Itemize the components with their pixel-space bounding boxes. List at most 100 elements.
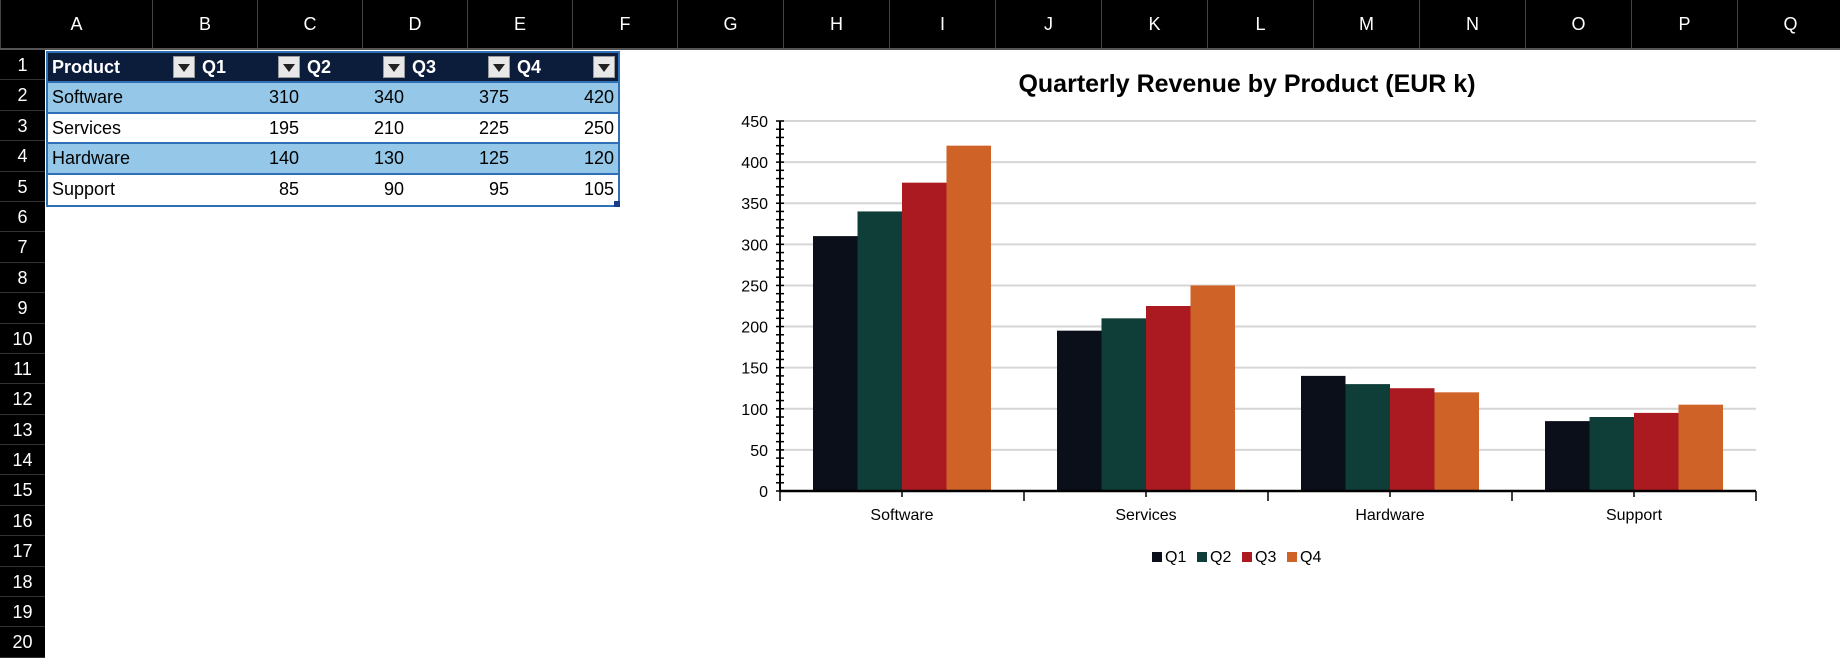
y-tick-label: 350 — [741, 196, 768, 213]
table-cell[interactable]: 340 — [303, 83, 408, 112]
column-header-P[interactable]: P — [1632, 0, 1738, 48]
column-header-E[interactable]: E — [468, 0, 573, 48]
column-header-O[interactable]: O — [1526, 0, 1632, 48]
header-cell[interactable]: Q2 — [303, 53, 408, 82]
row-header-12[interactable]: 12 — [0, 384, 45, 415]
legend-label[interactable]: Q2 — [1210, 549, 1231, 566]
table-cell[interactable]: 225 — [408, 114, 513, 142]
table-cell[interactable]: 130 — [303, 144, 408, 173]
row-header-5[interactable]: 5 — [0, 172, 45, 202]
column-header-A[interactable]: A — [1, 0, 153, 48]
fill-handle[interactable] — [614, 200, 620, 207]
cell-text: 140 — [268, 148, 299, 169]
table-cell[interactable]: 95 — [408, 175, 513, 205]
row-headers: 1 2 3 4 5 6 7 8 9 10 11 12 13 14 15 16 17 18 19 20 — [0, 50, 45, 658]
header-cell[interactable]: Q1 — [198, 53, 303, 82]
header-cell[interactable]: Product — [48, 53, 198, 82]
table-cell[interactable]: 90 — [303, 175, 408, 205]
row-header-13[interactable]: 13 — [0, 415, 45, 446]
row-header-14[interactable]: 14 — [0, 445, 45, 476]
table-cell[interactable]: Hardware — [48, 144, 198, 173]
legend-label[interactable]: Q1 — [1165, 549, 1186, 566]
bar-hardware-q2[interactable] — [1345, 384, 1391, 491]
column-header-N[interactable]: N — [1420, 0, 1526, 48]
filter-dropdown-icon[interactable] — [488, 56, 510, 78]
filter-dropdown-icon[interactable] — [278, 56, 300, 78]
table-cell[interactable]: 195 — [198, 114, 303, 142]
table-cell[interactable]: Services — [48, 114, 198, 142]
table-cell[interactable]: 140 — [198, 144, 303, 173]
column-header-K[interactable]: K — [1102, 0, 1208, 48]
row-header-16[interactable]: 16 — [0, 506, 45, 537]
bar-services-q2[interactable] — [1101, 318, 1147, 491]
select-all-button[interactable] — [0, 0, 1, 48]
bar-software-q4[interactable] — [946, 145, 992, 491]
y-tick-label: 50 — [750, 443, 768, 460]
row-header-20[interactable]: 20 — [0, 627, 45, 658]
cell-text: 340 — [373, 87, 404, 108]
column-header-D[interactable]: D — [363, 0, 468, 48]
row-header-7[interactable]: 7 — [0, 232, 45, 263]
row-header-4[interactable]: 4 — [0, 141, 45, 172]
header-cell[interactable]: Q4 — [513, 53, 618, 82]
bar-support-q1[interactable] — [1545, 421, 1590, 491]
row-header-2[interactable]: 2 — [0, 80, 45, 111]
bar-support-q2[interactable] — [1589, 417, 1635, 491]
column-header-H[interactable]: H — [784, 0, 890, 48]
header-cell[interactable]: Q3 — [408, 53, 513, 82]
bar-hardware-q3[interactable] — [1390, 388, 1435, 491]
row-header-18[interactable]: 18 — [0, 567, 45, 598]
row-header-1[interactable]: 1 — [0, 50, 45, 81]
column-header-M[interactable]: M — [1314, 0, 1420, 48]
table-cell[interactable]: 125 — [408, 144, 513, 173]
legend-label[interactable]: Q3 — [1255, 549, 1276, 566]
table-cell[interactable]: Software — [48, 83, 198, 112]
legend-label[interactable]: Q4 — [1300, 549, 1321, 566]
row-header-10[interactable]: 10 — [0, 324, 45, 354]
bar-chart[interactable]: Quarterly Revenue by Product (EUR k) 0 50 1… — [700, 50, 1840, 600]
table-cell[interactable]: 310 — [198, 83, 303, 112]
cell-text: 375 — [478, 87, 509, 108]
table-cell[interactable]: 210 — [303, 114, 408, 142]
column-header-B[interactable]: B — [153, 0, 258, 48]
column-header-F[interactable]: F — [573, 0, 678, 48]
bar-support-q3[interactable] — [1634, 412, 1679, 491]
bar-software-q1[interactable] — [813, 236, 858, 491]
filter-dropdown-icon[interactable] — [383, 56, 405, 78]
column-header-L[interactable]: L — [1208, 0, 1314, 48]
column-header-I[interactable]: I — [890, 0, 996, 48]
column-header-J[interactable]: J — [996, 0, 1102, 48]
row-header-15[interactable]: 15 — [0, 475, 45, 506]
bar-support-q4[interactable] — [1678, 404, 1724, 491]
row-header-8[interactable]: 8 — [0, 263, 45, 294]
row-header-17[interactable]: 17 — [0, 536, 45, 567]
row-header-3[interactable]: 3 — [0, 111, 45, 142]
cell-text: 105 — [583, 178, 614, 199]
filter-dropdown-icon[interactable] — [593, 56, 615, 78]
column-header-C[interactable]: C — [258, 0, 363, 48]
table-cell[interactable]: 85 — [198, 175, 303, 205]
cell-text: Q4 — [517, 57, 542, 77]
row-header-11[interactable]: 11 — [0, 354, 45, 385]
bar-software-q2[interactable] — [857, 211, 903, 491]
data-table: Product Q1 Q2 Q3 Q4 Software 310 340 375 420 Servi… — [46, 51, 620, 207]
row-header-6[interactable]: 6 — [0, 202, 45, 233]
y-tick-label: 250 — [741, 278, 768, 295]
table-cell[interactable]: Support — [48, 175, 198, 205]
column-header-Q[interactable]: Q — [1738, 0, 1840, 48]
row-header-9[interactable]: 9 — [0, 293, 45, 324]
table-cell[interactable]: 105 — [513, 175, 620, 207]
bar-hardware-q4[interactable] — [1434, 392, 1480, 491]
bar-services-q4[interactable] — [1190, 285, 1236, 491]
filter-dropdown-icon[interactable] — [173, 56, 195, 78]
bar-services-q3[interactable] — [1146, 306, 1191, 491]
row-header-19[interactable]: 19 — [0, 597, 45, 628]
bar-services-q1[interactable] — [1057, 330, 1102, 491]
bar-hardware-q1[interactable] — [1301, 375, 1346, 491]
table-cell[interactable]: 250 — [513, 114, 618, 142]
table-cell[interactable]: 375 — [408, 83, 513, 112]
bar-software-q3[interactable] — [902, 182, 947, 491]
table-cell[interactable]: 420 — [513, 83, 618, 112]
column-header-G[interactable]: G — [678, 0, 784, 48]
table-cell[interactable]: 120 — [513, 144, 618, 173]
